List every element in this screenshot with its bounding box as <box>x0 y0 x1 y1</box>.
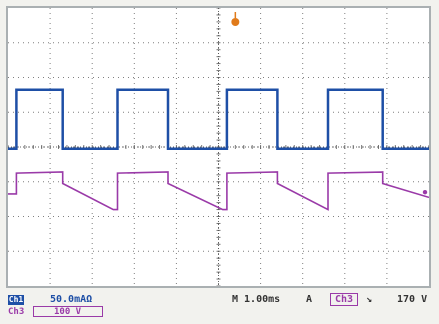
waveform-display <box>6 6 431 288</box>
ch1-scale-readout: 50.0mAΩ <box>50 294 93 305</box>
waveform-plot <box>7 7 430 287</box>
falling-edge-icon: ↘ <box>366 294 373 305</box>
timebase-readout: M 1.00ms <box>232 294 281 305</box>
ch1-label: Ch1 <box>8 295 24 305</box>
trigger-position-marker <box>231 12 240 26</box>
ch1-trace <box>8 88 429 150</box>
ch3-reference-marker <box>422 189 428 195</box>
ch3-scale-readout: 100 V <box>54 307 82 317</box>
trigger-level-readout: 170 V <box>397 294 428 305</box>
trigger-mode-readout: A <box>306 294 313 305</box>
trigger-source-readout: Ch3 <box>330 293 358 306</box>
graticule-grid <box>7 7 430 287</box>
ch3-label: Ch3 <box>8 307 25 317</box>
ch3-scale-box <box>33 306 103 317</box>
ch3-trace <box>8 171 430 211</box>
trigger-marker-icon <box>231 18 240 26</box>
